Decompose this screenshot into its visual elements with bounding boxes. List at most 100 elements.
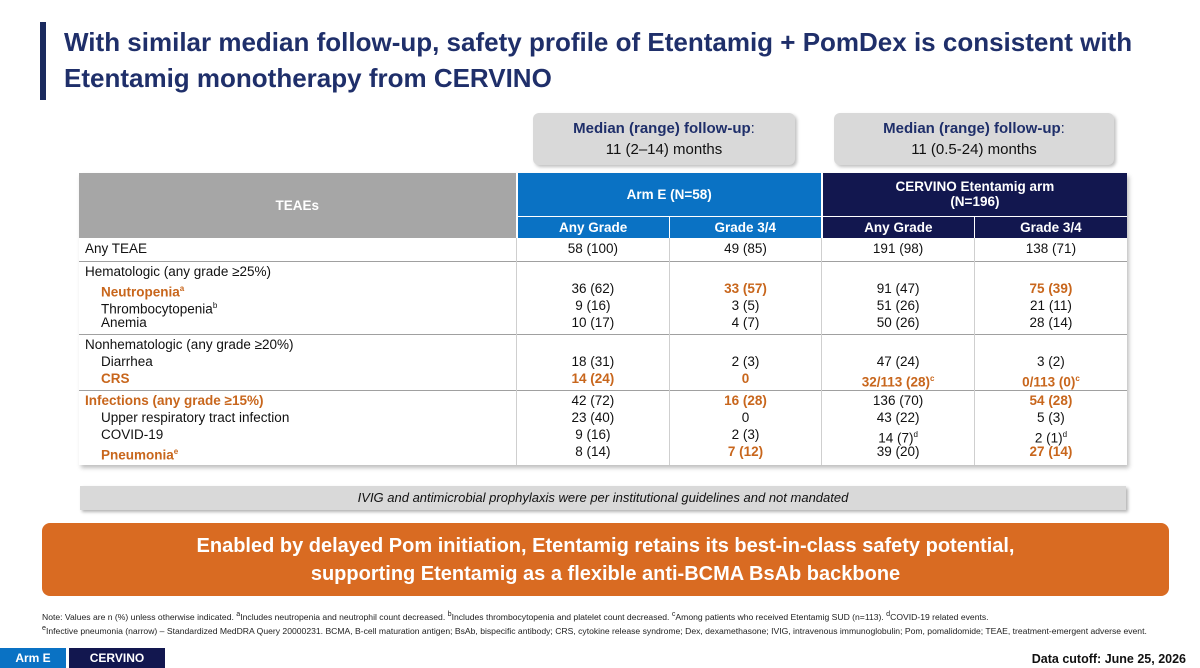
arm-e-followup-box: Median (range) follow-up: 11 (2–14) mont… <box>533 113 795 165</box>
cervino-followup-box: Median (range) follow-up: 11 (0.5-24) mo… <box>834 113 1114 165</box>
table-cell: 3 (2) <box>1037 354 1065 369</box>
cervino-tag: CERVINO <box>69 648 165 668</box>
table-cell: 28 (14) <box>1029 315 1073 330</box>
table-cell: 27 (14) <box>1029 444 1073 459</box>
table-row-nonhematologic: Nonhematologic (any grade ≥20%) Diarrhea… <box>79 334 1127 391</box>
table-cell: 50 (26) <box>876 315 920 330</box>
arm-e-any-grade-header: Any Grade <box>516 215 670 238</box>
table-cell: 9 (16) <box>575 427 611 442</box>
pneumonia-sup: e <box>173 447 179 456</box>
table-cell: 23 (40) <box>571 410 615 425</box>
table-cell: 5 (3) <box>1037 410 1065 425</box>
teae-table: TEAEs Arm E (N=58) CERVINO Etentamig arm… <box>79 173 1127 465</box>
table-cell: 54 (28) <box>1029 393 1073 408</box>
table-cell: 21 (11) <box>1030 298 1072 313</box>
neutropenia-label: Neutropenia <box>101 284 180 300</box>
table-cell: 49 (85) <box>668 238 822 262</box>
table-cell: 58 (100) <box>516 238 670 262</box>
any-teae-label: Any TEAE <box>85 241 148 256</box>
title-accent-bar <box>40 22 46 100</box>
arm-e-followup-label: Median (range) follow-up <box>573 120 751 137</box>
table-cell: 16 (28) <box>724 393 767 408</box>
page-title: With similar median follow-up, safety pr… <box>64 27 1133 93</box>
thrombocytopenia-label: Thrombocytopenia <box>101 301 213 317</box>
crs-sup: c <box>1075 374 1080 383</box>
table-row-any-teae: Any TEAE 58 (100) 49 (85) 191 (98) 138 (… <box>79 238 1127 262</box>
footnote: Note: Values are n (%) unless otherwise … <box>42 609 1162 637</box>
pneumonia-label: Pneumonia <box>101 447 174 463</box>
covid-sup: d <box>913 430 918 439</box>
table-cell: 8 (14) <box>575 444 611 459</box>
footnote-sup-d: d <box>886 610 891 618</box>
table-cell: 18 (31) <box>571 354 615 369</box>
table-cell: 2 (3) <box>731 354 760 369</box>
table-cell: 32/113 (28) <box>861 374 930 390</box>
table-cell: 10 (17) <box>571 315 615 330</box>
neutropenia-sup: a <box>179 284 185 293</box>
table-cell: 136 (70) <box>872 393 924 408</box>
table-cell: 0 <box>741 371 750 386</box>
table-cell: 14 (24) <box>571 371 615 386</box>
teaes-header: TEAEs <box>79 173 518 238</box>
table-cell: 138 (71) <box>973 238 1127 262</box>
crs-label: CRS <box>101 371 130 386</box>
footnote-a: Includes neutropenia and neutrophil coun… <box>240 611 446 622</box>
footnote-note: Note: Values are n (%) unless otherwise … <box>42 611 234 622</box>
cervino-followup-value: 11 (0.5-24) months <box>911 141 1037 158</box>
arm-e-grade34-header: Grade 3/4 <box>669 215 823 238</box>
cervino-any-grade-header: Any Grade <box>821 215 975 238</box>
cervino-header-line2: (N=196) <box>950 194 1000 210</box>
table-cell: 0 <box>741 410 750 425</box>
footnote-b: Includes thrombocytopenia and platelet c… <box>451 611 670 622</box>
table-cell: 42 (72) <box>571 393 615 408</box>
table-cell: 14 (7) <box>878 430 914 446</box>
anemia-label: Anemia <box>101 315 147 330</box>
cervino-header-line1: CERVINO Etentamig arm <box>895 179 1055 195</box>
table-cell: 191 (98) <box>821 238 975 262</box>
footnote-c: Among patients who received Etentamig SU… <box>675 611 884 622</box>
banner-line-2: supporting Etentamig as a flexible anti-… <box>310 563 901 585</box>
table-cell: 9 (16) <box>575 298 611 313</box>
table-cell: 43 (22) <box>876 410 920 425</box>
footnote-sup-c: c <box>671 610 676 618</box>
data-cutoff: Data cutoff: June 25, 2026 <box>1031 652 1186 666</box>
table-cell: 47 (24) <box>876 354 920 369</box>
banner-line-1: Enabled by delayed Pom initiation, Etent… <box>196 535 1015 557</box>
table-cell: 3 (5) <box>731 298 760 313</box>
covid-sup: d <box>1062 430 1068 439</box>
arm-e-header: Arm E (N=58) <box>516 173 823 216</box>
table-cell: 75 (39) <box>1029 281 1073 296</box>
table-cell: 39 (20) <box>876 444 920 459</box>
table-cell: 0/113 (0) <box>1022 374 1076 390</box>
diarrhea-label: Diarrhea <box>101 354 153 369</box>
footnote-sup-e: e <box>42 623 46 632</box>
table-cell: 7 (12) <box>727 444 764 459</box>
table-cell: 91 (47) <box>876 281 920 296</box>
cervino-grade34-header: Grade 3/4 <box>974 215 1127 238</box>
table-row-hematologic: Hematologic (any grade ≥25%) Neutropenia… <box>79 261 1127 335</box>
arm-e-followup-value: 11 (2–14) months <box>605 141 723 158</box>
prophylaxis-note: IVIG and antimicrobial prophylaxis were … <box>80 486 1126 510</box>
covid-label: COVID-19 <box>101 427 164 442</box>
footnote-sup-a: a <box>236 610 241 618</box>
table-cell: 33 (57) <box>724 281 767 296</box>
table-cell: 51 (26) <box>876 298 920 313</box>
arm-e-tag: Arm E <box>0 648 66 668</box>
crs-sup: c <box>930 374 935 383</box>
table-cell: 2 (3) <box>731 427 760 442</box>
nonhematologic-group-label: Nonhematologic (any grade ≥20%) <box>85 337 294 352</box>
table-cell: 2 (1) <box>1034 430 1063 446</box>
conclusion-banner: Enabled by delayed Pom initiation, Etent… <box>42 523 1169 596</box>
footnote-sup-b: b <box>447 610 452 618</box>
hematologic-group-label: Hematologic (any grade ≥25%) <box>85 264 272 279</box>
footnote-e: Infective pneumonia (narrow) – Standardi… <box>45 625 1147 636</box>
thrombocytopenia-sup: b <box>212 301 218 310</box>
cervino-header: CERVINO Etentamig arm (N=196) <box>821 173 1127 216</box>
table-cell: 4 (7) <box>731 315 760 330</box>
footnote-d: COVID-19 related events. <box>890 611 989 622</box>
cervino-followup-label: Median (range) follow-up <box>883 120 1061 137</box>
table-cell: 36 (62) <box>571 281 615 296</box>
table-row-infections: Infections (any grade ≥15%) Upper respir… <box>79 390 1127 465</box>
infections-label: Infections (any grade ≥15%) <box>85 393 264 408</box>
urti-label: Upper respiratory tract infection <box>101 410 290 425</box>
